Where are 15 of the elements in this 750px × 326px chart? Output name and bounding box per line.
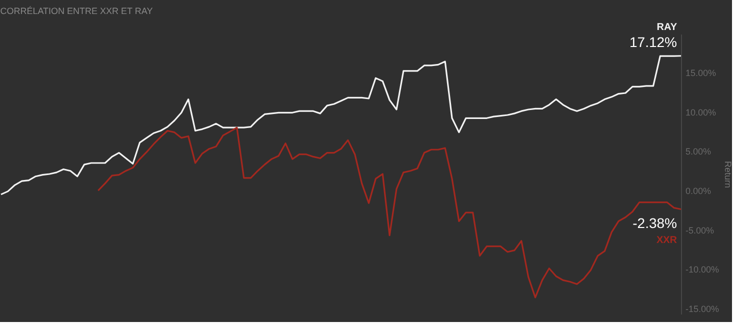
text: XXR [656, 235, 678, 246]
line-series [0, 55, 682, 196]
text: RAY [656, 22, 678, 33]
chart-title: CORRÉLATION ENTRE XXR ET RAY [0, 6, 153, 16]
y-tick-label: -5.00% [686, 225, 714, 236]
y-tick-label: -10.00% [686, 264, 720, 275]
data-label: 17.12% [630, 34, 677, 50]
y-tick-label: 15.00% [686, 68, 716, 78]
y-tick-label: -15.00% [686, 304, 720, 314]
y-tick-label: 10.00% [686, 107, 716, 118]
line-series [97, 126, 682, 298]
y-tick-label: 5.00% [686, 146, 712, 157]
data-label: -2.38% [632, 215, 677, 232]
y-axis-title: Return [723, 160, 734, 188]
y-tick-label: 0.00% [686, 186, 712, 196]
